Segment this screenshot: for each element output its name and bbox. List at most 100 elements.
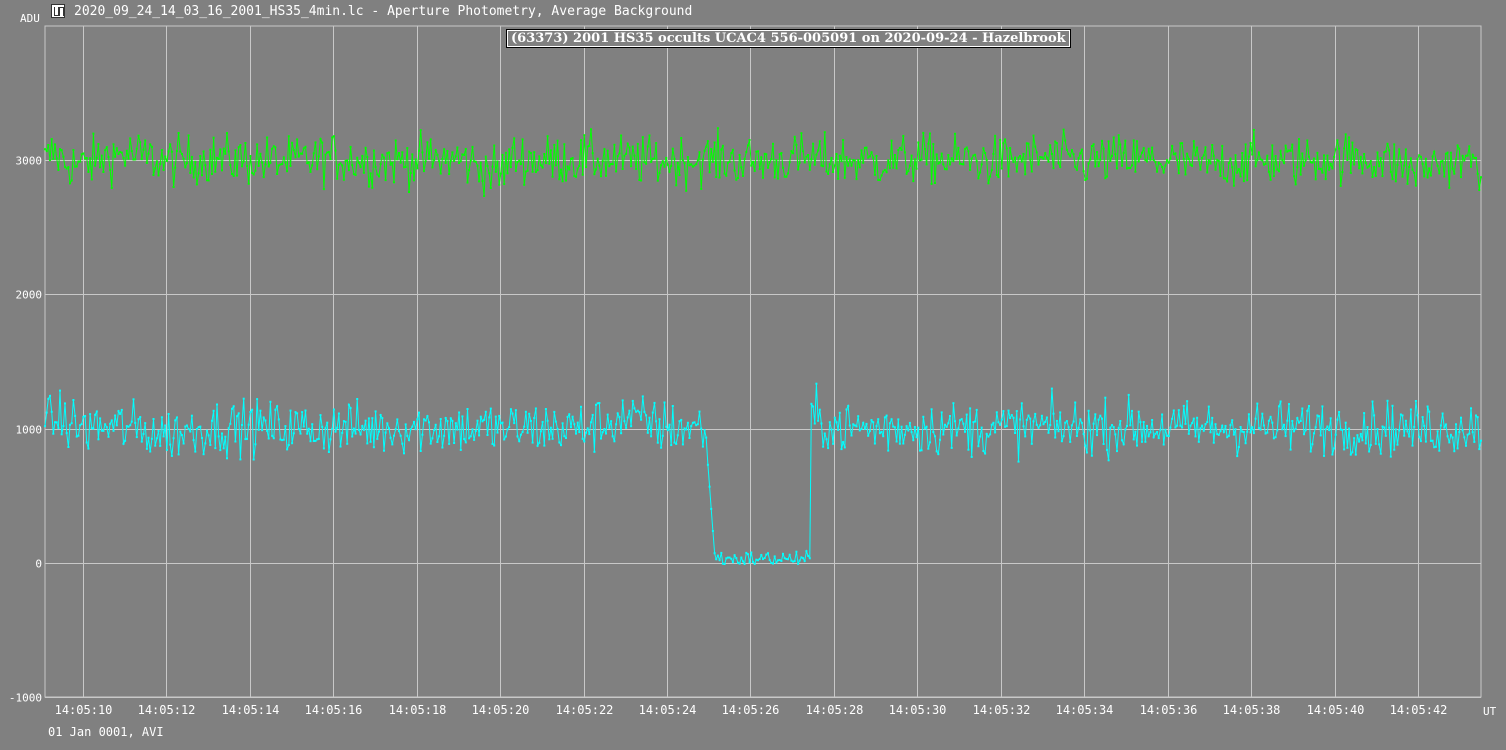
target-point (1436, 430, 1439, 433)
comparison-point (1209, 162, 1212, 165)
target-point (1284, 435, 1287, 438)
target-point (743, 562, 746, 565)
target-point (1067, 426, 1070, 429)
comparison-point (726, 161, 729, 164)
app-icon (51, 4, 65, 18)
comparison-point (297, 155, 300, 158)
comparison-point (309, 170, 312, 173)
comparison-point (1339, 184, 1342, 187)
target-point (1401, 414, 1404, 417)
comparison-point (840, 160, 843, 163)
comparison-point (640, 179, 643, 182)
target-point (947, 422, 950, 425)
comparison-point (543, 153, 546, 155)
comparison-point (1034, 145, 1037, 148)
comparison-point (302, 147, 305, 150)
target-point (124, 439, 127, 442)
target-point (381, 417, 384, 420)
comparison-point (541, 166, 544, 169)
comparison-point (937, 162, 940, 165)
target-point (372, 446, 375, 449)
comparison-point (822, 165, 825, 168)
comparison-point (1154, 160, 1157, 163)
comparison-point (1286, 150, 1289, 153)
comparison-point (247, 182, 250, 185)
target-point (367, 417, 370, 420)
comparison-point (990, 169, 993, 172)
comparison-point (468, 169, 471, 172)
target-point (887, 449, 890, 452)
target-point (636, 409, 639, 412)
comparison-point (1085, 177, 1088, 180)
target-point (1346, 446, 1349, 449)
comparison-point (536, 169, 539, 172)
comparison-point (277, 164, 280, 167)
target-point (1354, 453, 1357, 456)
comparison-point (838, 154, 841, 157)
target-point (1433, 446, 1436, 449)
comparison-point (1279, 149, 1282, 152)
target-point (882, 435, 885, 438)
target-point (738, 562, 741, 565)
target-point (665, 425, 668, 428)
comparison-point (1102, 147, 1105, 150)
target-point (154, 444, 157, 447)
target-point (281, 439, 284, 442)
comparison-point (1331, 167, 1334, 170)
target-point (1196, 416, 1199, 419)
comparison-point (964, 148, 966, 150)
comparison-point (1000, 167, 1003, 170)
comparison-point (1366, 166, 1369, 169)
comparison-point (102, 171, 105, 173)
comparison-point (1449, 151, 1452, 154)
comparison-point (453, 160, 456, 162)
target-point (59, 389, 61, 392)
target-point (585, 431, 587, 434)
target-point (1451, 436, 1454, 439)
comparison-point (585, 166, 587, 168)
target-point (346, 442, 349, 445)
comparison-point (117, 153, 120, 155)
comparison-point (150, 145, 153, 148)
target-point (433, 429, 436, 432)
target-point (1092, 422, 1095, 425)
comparison-point (64, 165, 66, 168)
comparison-point (334, 149, 337, 152)
target-point (423, 418, 425, 421)
target-point (847, 404, 850, 407)
target-point (772, 562, 774, 565)
target-point (1017, 460, 1020, 463)
target-point (1014, 432, 1017, 434)
target-point (783, 557, 786, 560)
comparison-point (648, 134, 651, 137)
x-tick-label: 14:05:28 (806, 703, 864, 717)
comparison-point (583, 134, 586, 137)
target-point (920, 449, 923, 452)
comparison-point (1119, 143, 1122, 146)
comparison-point (503, 183, 506, 186)
target-point (1301, 407, 1304, 410)
comparison-point (1316, 151, 1319, 154)
target-point (703, 429, 706, 432)
comparison-point (349, 145, 352, 148)
target-point (1296, 417, 1299, 420)
target-point (513, 422, 516, 425)
comparison-point (638, 179, 641, 181)
target-point (1444, 423, 1447, 426)
target-point (1424, 440, 1427, 443)
target-point (1461, 429, 1464, 432)
comparison-point (832, 171, 835, 173)
comparison-point (788, 161, 791, 164)
target-point (129, 424, 132, 427)
target-point (1109, 426, 1112, 429)
comparison-point (581, 173, 584, 176)
target-point (44, 425, 46, 428)
comparison-point (1070, 149, 1073, 152)
target-point (1032, 420, 1035, 423)
comparison-point (344, 159, 347, 162)
comparison-point (683, 162, 686, 165)
target-point (613, 440, 616, 443)
target-point (1147, 435, 1150, 438)
comparison-point (1247, 155, 1250, 158)
comparison-point (987, 182, 990, 185)
